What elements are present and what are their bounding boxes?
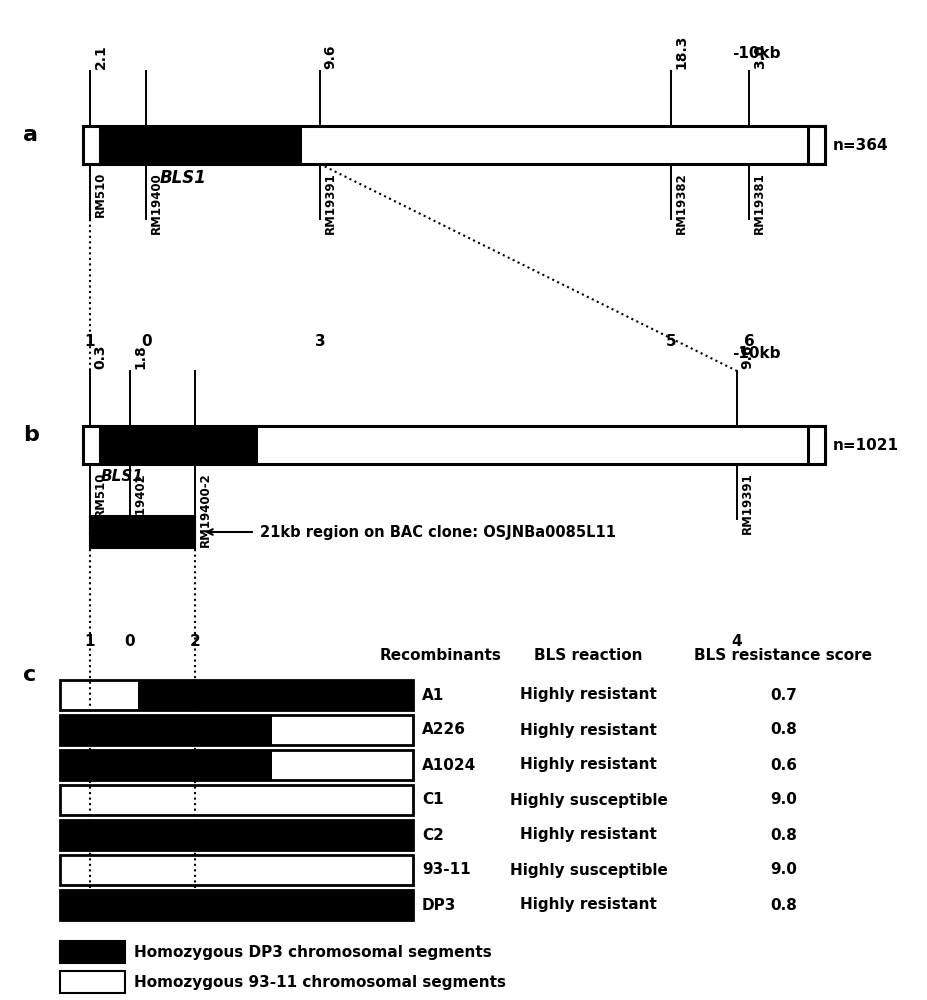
Bar <box>60 890 413 920</box>
Text: Recombinants: Recombinants <box>379 648 502 662</box>
Bar <box>272 715 413 745</box>
Text: BLS1: BLS1 <box>160 169 207 187</box>
Bar <box>100 126 302 164</box>
Text: Highly resistant: Highly resistant <box>520 722 657 738</box>
Text: 6: 6 <box>743 334 755 349</box>
Text: Highly resistant: Highly resistant <box>520 828 657 842</box>
Bar <box>60 820 413 850</box>
Text: 5: 5 <box>666 334 677 349</box>
Bar <box>60 855 413 885</box>
Text: n=364: n=364 <box>832 137 888 152</box>
Text: Homozygous 93-11 chromosomal segments: Homozygous 93-11 chromosomal segments <box>134 974 506 990</box>
Text: BLS reaction: BLS reaction <box>534 648 643 662</box>
Text: 9.0: 9.0 <box>770 792 796 808</box>
Bar <box>60 971 125 993</box>
Bar <box>60 750 272 780</box>
Text: 0.8: 0.8 <box>770 828 796 842</box>
Text: 0: 0 <box>141 334 152 349</box>
Text: Highly susceptible: Highly susceptible <box>510 862 667 878</box>
Bar <box>138 680 413 710</box>
Text: 0.8: 0.8 <box>770 722 796 738</box>
Bar <box>60 715 272 745</box>
Text: 3.0: 3.0 <box>753 44 767 69</box>
Text: RM19391: RM19391 <box>324 172 337 234</box>
Text: 0.3: 0.3 <box>94 344 108 369</box>
Text: C2: C2 <box>422 828 444 842</box>
Text: BLS1: BLS1 <box>101 469 144 484</box>
Text: 1.8: 1.8 <box>133 344 147 369</box>
Text: 2: 2 <box>189 634 200 649</box>
Bar <box>60 941 125 963</box>
Text: 0: 0 <box>124 634 135 649</box>
Text: 1: 1 <box>84 634 95 649</box>
Text: C1: C1 <box>422 792 443 808</box>
Bar <box>60 715 413 745</box>
Text: 93-11: 93-11 <box>422 862 470 878</box>
Text: b: b <box>23 425 39 445</box>
Text: 18.3: 18.3 <box>675 35 689 69</box>
Text: 0.7: 0.7 <box>770 688 796 702</box>
Text: Highly resistant: Highly resistant <box>520 758 657 772</box>
Text: 0.8: 0.8 <box>770 898 796 912</box>
Text: RM510: RM510 <box>94 472 107 517</box>
Text: RM19400-2: RM19400-2 <box>198 472 211 547</box>
Bar <box>83 126 825 164</box>
Text: 9.6: 9.6 <box>324 44 337 69</box>
Bar <box>60 785 413 815</box>
Text: DP3: DP3 <box>422 898 456 912</box>
Text: a: a <box>23 125 38 145</box>
Bar <box>272 750 413 780</box>
Bar <box>60 680 413 710</box>
Text: 0.6: 0.6 <box>769 758 797 772</box>
Bar <box>60 890 413 920</box>
Text: RM19382: RM19382 <box>675 172 688 234</box>
Bar <box>808 426 825 464</box>
Bar <box>100 426 258 464</box>
Text: Highly susceptible: Highly susceptible <box>510 792 667 808</box>
Text: A1: A1 <box>422 688 444 702</box>
Text: RM19400: RM19400 <box>150 172 163 234</box>
Text: 9.6: 9.6 <box>741 344 755 369</box>
Text: -10kb: -10kb <box>732 46 781 61</box>
Text: A226: A226 <box>422 722 465 738</box>
Bar <box>60 785 413 815</box>
Bar <box>60 820 413 850</box>
Text: c: c <box>23 665 36 685</box>
Text: Highly resistant: Highly resistant <box>520 688 657 702</box>
Text: Homozygous DP3 chromosomal segments: Homozygous DP3 chromosomal segments <box>134 944 492 960</box>
Bar <box>83 126 100 164</box>
Text: A1024: A1024 <box>422 758 476 772</box>
Bar <box>60 680 138 710</box>
Text: n=1021: n=1021 <box>832 438 898 452</box>
Text: Highly resistant: Highly resistant <box>520 898 657 912</box>
Text: 21kb region on BAC clone: OSJNBa0085L11: 21kb region on BAC clone: OSJNBa0085L11 <box>260 524 616 540</box>
Text: RM510: RM510 <box>94 172 107 217</box>
Text: 3: 3 <box>314 334 325 349</box>
Text: BLS resistance score: BLS resistance score <box>694 648 872 662</box>
Text: 4: 4 <box>731 634 743 649</box>
Bar <box>83 426 825 464</box>
Bar <box>90 516 195 548</box>
Text: 1: 1 <box>84 334 95 349</box>
Bar <box>83 426 100 464</box>
Bar <box>60 750 413 780</box>
Text: RM19391: RM19391 <box>741 472 754 534</box>
Text: RM19381: RM19381 <box>753 172 766 234</box>
Bar <box>60 855 413 885</box>
Text: 2.1: 2.1 <box>94 44 108 69</box>
Bar <box>808 126 825 164</box>
Text: RM19402: RM19402 <box>133 472 146 534</box>
Text: -10kb: -10kb <box>732 346 781 361</box>
Text: 9.0: 9.0 <box>770 862 796 878</box>
